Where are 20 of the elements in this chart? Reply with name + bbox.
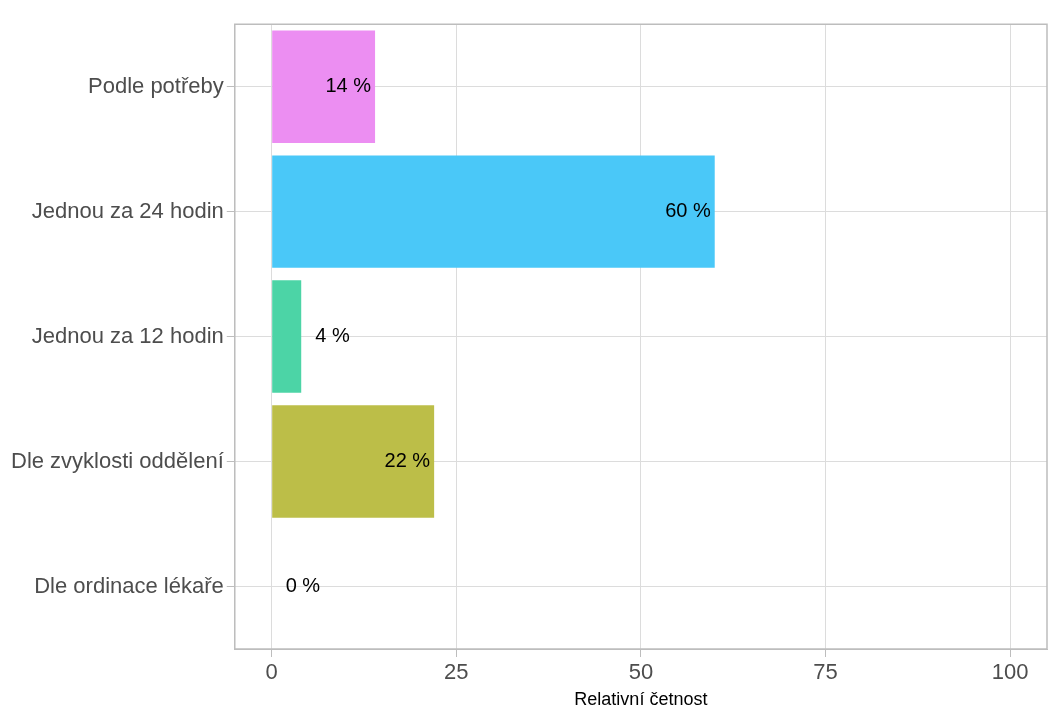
data-label: 14 %	[325, 74, 372, 97]
y-tick-label: Dle zvyklosti oddělení	[10, 447, 224, 473]
data-label: 60 %	[665, 199, 711, 222]
x-tick-label: 50	[628, 659, 654, 685]
data-label: 4 %	[315, 324, 350, 347]
x-tick-label: 0	[265, 659, 278, 685]
data-label: 0 %	[285, 574, 321, 597]
y-tick-label: Jednou za 24 hodin	[31, 197, 224, 223]
data-label: 22 %	[384, 449, 431, 472]
x-tick-label: 25	[444, 659, 469, 685]
bar	[272, 280, 302, 393]
x-tick-label: 75	[813, 659, 838, 685]
y-tick-label: Jednou za 12 hodin	[31, 322, 224, 348]
x-tick-label: 100	[991, 659, 1029, 685]
bar	[272, 30, 376, 143]
y-tick-label: Dle ordinace lékaře	[34, 572, 224, 598]
y-tick-label: Podle potřeby	[88, 72, 224, 98]
bar	[272, 155, 715, 268]
bar	[272, 405, 435, 518]
x-axis-title: Relativní četnost	[574, 689, 708, 710]
